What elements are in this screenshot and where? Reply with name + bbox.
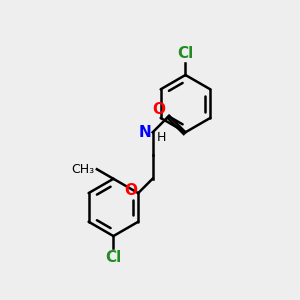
Text: Cl: Cl xyxy=(105,250,122,265)
Text: Cl: Cl xyxy=(177,46,194,62)
Text: O: O xyxy=(152,102,165,117)
Text: O: O xyxy=(124,183,137,198)
Text: H: H xyxy=(157,131,166,144)
Text: N: N xyxy=(139,125,151,140)
Text: CH₃: CH₃ xyxy=(71,163,94,176)
